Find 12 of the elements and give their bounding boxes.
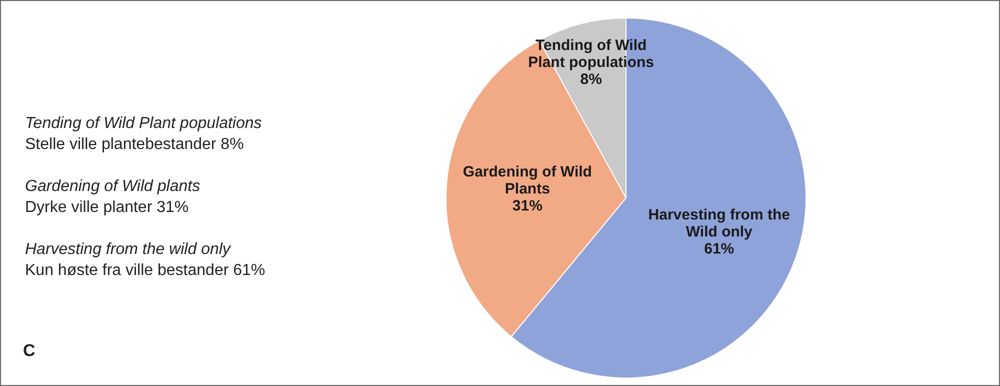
text: Stelle ville plantebestander 8% — [25, 135, 245, 155]
slice-label: Gardening of Wild Plants — [462, 163, 592, 198]
data-label: 8% — [580, 70, 602, 88]
text: Dyrke ville planter 31% — [25, 198, 190, 218]
text: Gardening of Wild plants — [25, 177, 202, 197]
data-label: 31% — [512, 197, 542, 214]
slice-label: Harvesting from the Wild only — [648, 206, 790, 240]
text: Harvesting from the wild only — [25, 240, 232, 260]
text: Tending of Wild Plant populations — [25, 114, 263, 134]
data-label: 61% — [704, 240, 734, 258]
text: Kun høste fra ville bestander 61% — [25, 261, 266, 281]
text: C — [23, 341, 36, 361]
